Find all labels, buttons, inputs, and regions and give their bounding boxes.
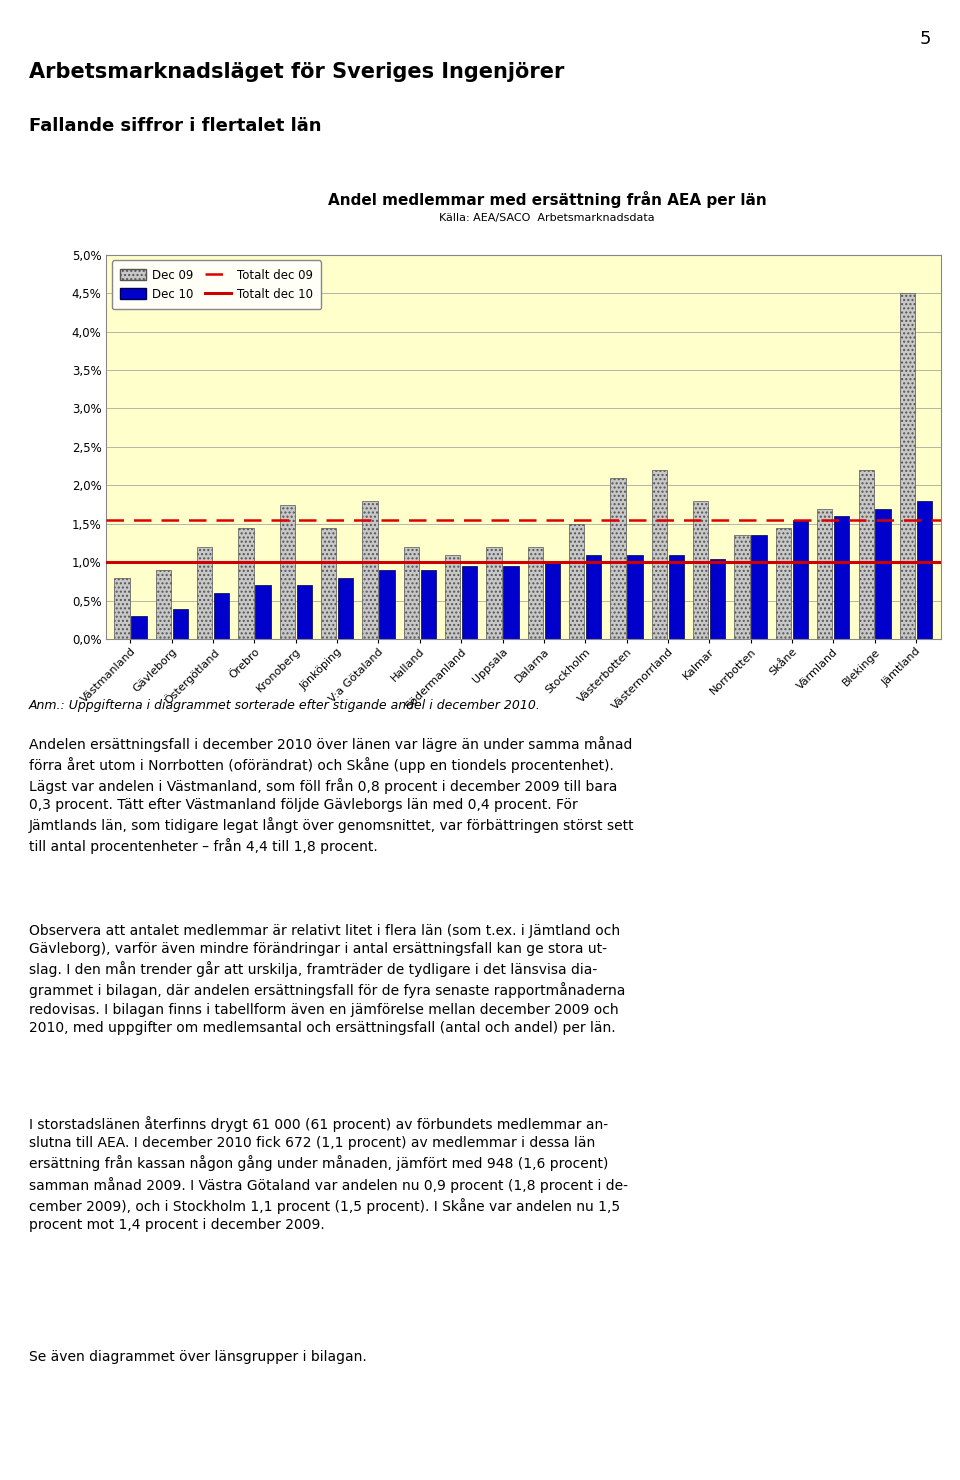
Bar (462, 567, 477, 639)
Bar (255, 586, 271, 639)
Legend: Dec 09, Dec 10, Totalt dec 09, Totalt dec 10: Dec 09, Dec 10, Totalt dec 09, Totalt de… (111, 260, 321, 309)
Bar (611, 478, 626, 639)
Text: Anm.: Uppgifterna i diagrammet sorterade efter stigande andel i december 2010.: Anm.: Uppgifterna i diagrammet sorterade… (29, 699, 540, 712)
Bar (321, 528, 336, 639)
Text: Källa: AEA/SACO  Arbetsmarknadsdata: Källa: AEA/SACO Arbetsmarknadsdata (440, 213, 655, 223)
Bar (752, 536, 767, 639)
Bar (338, 577, 353, 639)
Bar (586, 555, 601, 639)
Bar (279, 505, 295, 639)
Bar (503, 567, 518, 639)
Bar (817, 509, 832, 639)
Bar (900, 293, 915, 639)
Bar (379, 570, 395, 639)
Bar (487, 548, 502, 639)
Text: Fallande siffror i flertalet län: Fallande siffror i flertalet län (29, 117, 322, 135)
Bar (404, 548, 419, 639)
Text: I storstadslänen återfinns drygt 61 000 (61 procent) av förbundets medlemmar an-: I storstadslänen återfinns drygt 61 000 … (29, 1116, 628, 1231)
Text: Arbetsmarknadsläget för Sveriges Ingenjörer: Arbetsmarknadsläget för Sveriges Ingenjö… (29, 62, 564, 83)
Bar (420, 570, 436, 639)
Text: Andel medlemmar med ersättning från AEA per län: Andel medlemmar med ersättning från AEA … (327, 191, 767, 207)
Bar (917, 500, 932, 639)
Bar (297, 586, 312, 639)
Bar (214, 593, 229, 639)
Bar (710, 558, 726, 639)
Bar (114, 577, 130, 639)
Bar (693, 500, 708, 639)
Bar (628, 555, 642, 639)
Bar (776, 528, 791, 639)
Bar (544, 562, 560, 639)
Bar (669, 555, 684, 639)
Text: Andelen ersättningsfall i december 2010 över länen var lägre än under samma måna: Andelen ersättningsfall i december 2010 … (29, 736, 635, 854)
Text: 5: 5 (920, 30, 931, 47)
Bar (876, 509, 891, 639)
Bar (156, 570, 171, 639)
Bar (734, 536, 750, 639)
Bar (569, 524, 585, 639)
Text: Observera att antalet medlemmar är relativt litet i flera län (som t.ex. i Jämtl: Observera att antalet medlemmar är relat… (29, 924, 625, 1035)
Bar (652, 471, 667, 639)
Bar (528, 548, 543, 639)
Bar (197, 548, 212, 639)
Text: Se även diagrammet över länsgrupper i bilagan.: Se även diagrammet över länsgrupper i bi… (29, 1350, 367, 1363)
Bar (858, 471, 874, 639)
Bar (173, 608, 188, 639)
Bar (238, 528, 253, 639)
Bar (362, 500, 377, 639)
Bar (793, 519, 808, 639)
Bar (445, 555, 461, 639)
Bar (132, 616, 147, 639)
Bar (834, 517, 850, 639)
